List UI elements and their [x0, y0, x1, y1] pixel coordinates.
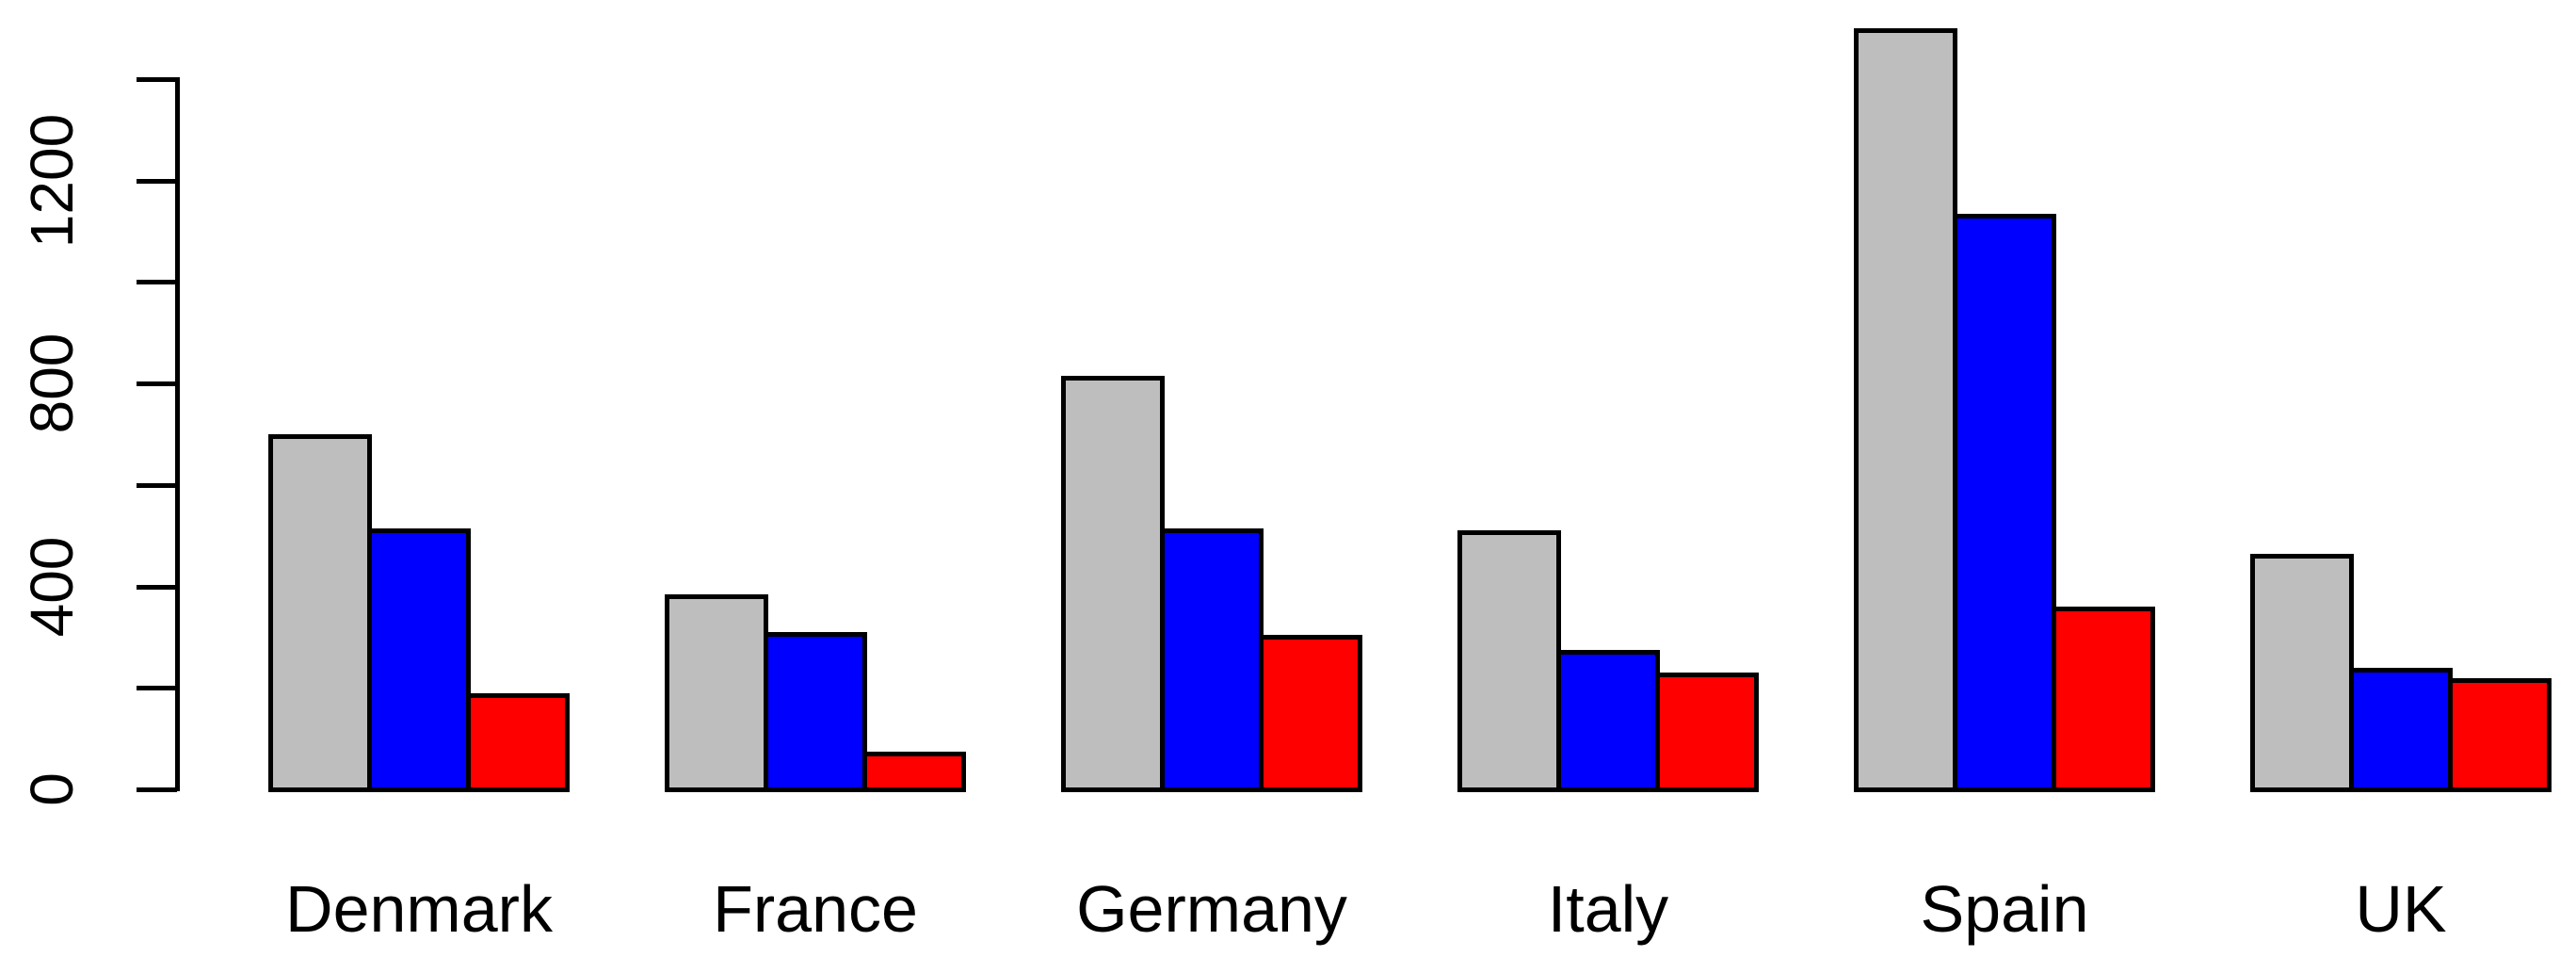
- y-axis-tick: [137, 381, 177, 387]
- bar-germany-red-series: [1259, 635, 1362, 792]
- y-axis-tick-label: 800: [18, 333, 86, 434]
- bar-denmark-red-series: [466, 693, 570, 792]
- x-axis-category-label: Spain: [1920, 872, 2089, 946]
- bar-germany-gray-series: [1061, 376, 1165, 792]
- y-axis-tick-label: 0: [18, 772, 86, 806]
- x-axis-category-label: Germany: [1076, 872, 1347, 946]
- y-axis-tick: [137, 482, 177, 488]
- bar-france-blue-series: [764, 632, 867, 792]
- y-axis-tick: [137, 584, 177, 590]
- x-axis-category-label: France: [713, 872, 918, 946]
- y-axis-tick: [137, 77, 177, 82]
- x-axis-category-label: Italy: [1547, 872, 1669, 946]
- bar-france-gray-series: [665, 594, 768, 792]
- bar-spain-gray-series: [1854, 28, 1957, 792]
- bar-spain-red-series: [2052, 607, 2155, 792]
- bar-denmark-blue-series: [367, 528, 471, 792]
- y-axis-tick: [137, 280, 177, 285]
- bar-italy-red-series: [1655, 673, 1759, 792]
- y-axis-tick-label: 400: [18, 536, 86, 637]
- y-axis-line: [175, 77, 180, 791]
- y-axis-tick: [137, 178, 177, 184]
- bar-france-red-series: [862, 752, 966, 792]
- y-axis-tick: [137, 787, 177, 792]
- y-axis-tick-label: 1200: [18, 113, 86, 248]
- x-axis-category-label: UK: [2355, 872, 2447, 946]
- y-axis-tick: [137, 686, 177, 691]
- bar-germany-blue-series: [1160, 528, 1264, 792]
- bar-uk-red-series: [2448, 678, 2552, 792]
- bar-italy-gray-series: [1457, 530, 1561, 792]
- bar-italy-blue-series: [1556, 650, 1660, 792]
- bar-uk-blue-series: [2349, 668, 2453, 792]
- x-axis-category-label: Denmark: [285, 872, 553, 946]
- bar-denmark-gray-series: [268, 434, 372, 792]
- bar-spain-blue-series: [1953, 214, 2056, 792]
- bar-uk-gray-series: [2250, 554, 2354, 792]
